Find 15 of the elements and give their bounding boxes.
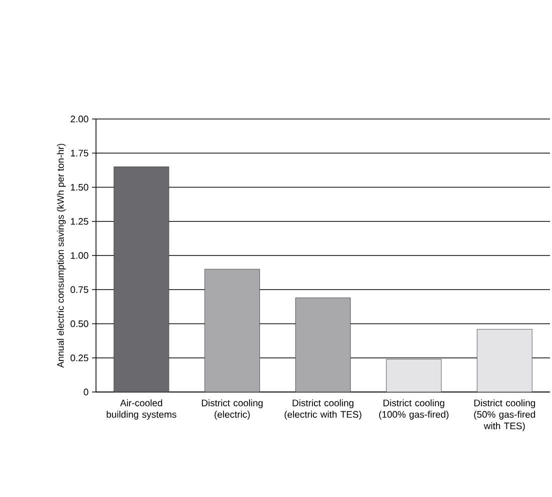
y-tick-label: 1.25	[70, 218, 88, 225]
y-tick-label: 2.00	[70, 116, 88, 122]
x-tick-label: District cooling (electric with TES)	[284, 399, 362, 420]
y-tick-label: 1.75	[70, 150, 88, 156]
x-tick-label: Air-cooled building systems	[106, 399, 176, 420]
y-tick-label: 1.50	[70, 184, 88, 191]
x-tick-label: District cooling (electric)	[202, 399, 263, 420]
y-tick-label: 0.75	[70, 286, 88, 293]
x-tick-label: District cooling (50% gas-fired with TES)	[474, 399, 536, 432]
y-axis-title: Annual electric consumption savings (kWh per ton-hr)	[56, 144, 66, 368]
y-tick-label: 0.50	[70, 320, 88, 328]
y-tick-label: 0	[84, 388, 88, 396]
y-tick-label: 0.25	[70, 354, 88, 362]
x-tick-label: District cooling (100% gas-fired)	[379, 399, 448, 420]
y-tick-label: 1.00	[70, 252, 88, 259]
